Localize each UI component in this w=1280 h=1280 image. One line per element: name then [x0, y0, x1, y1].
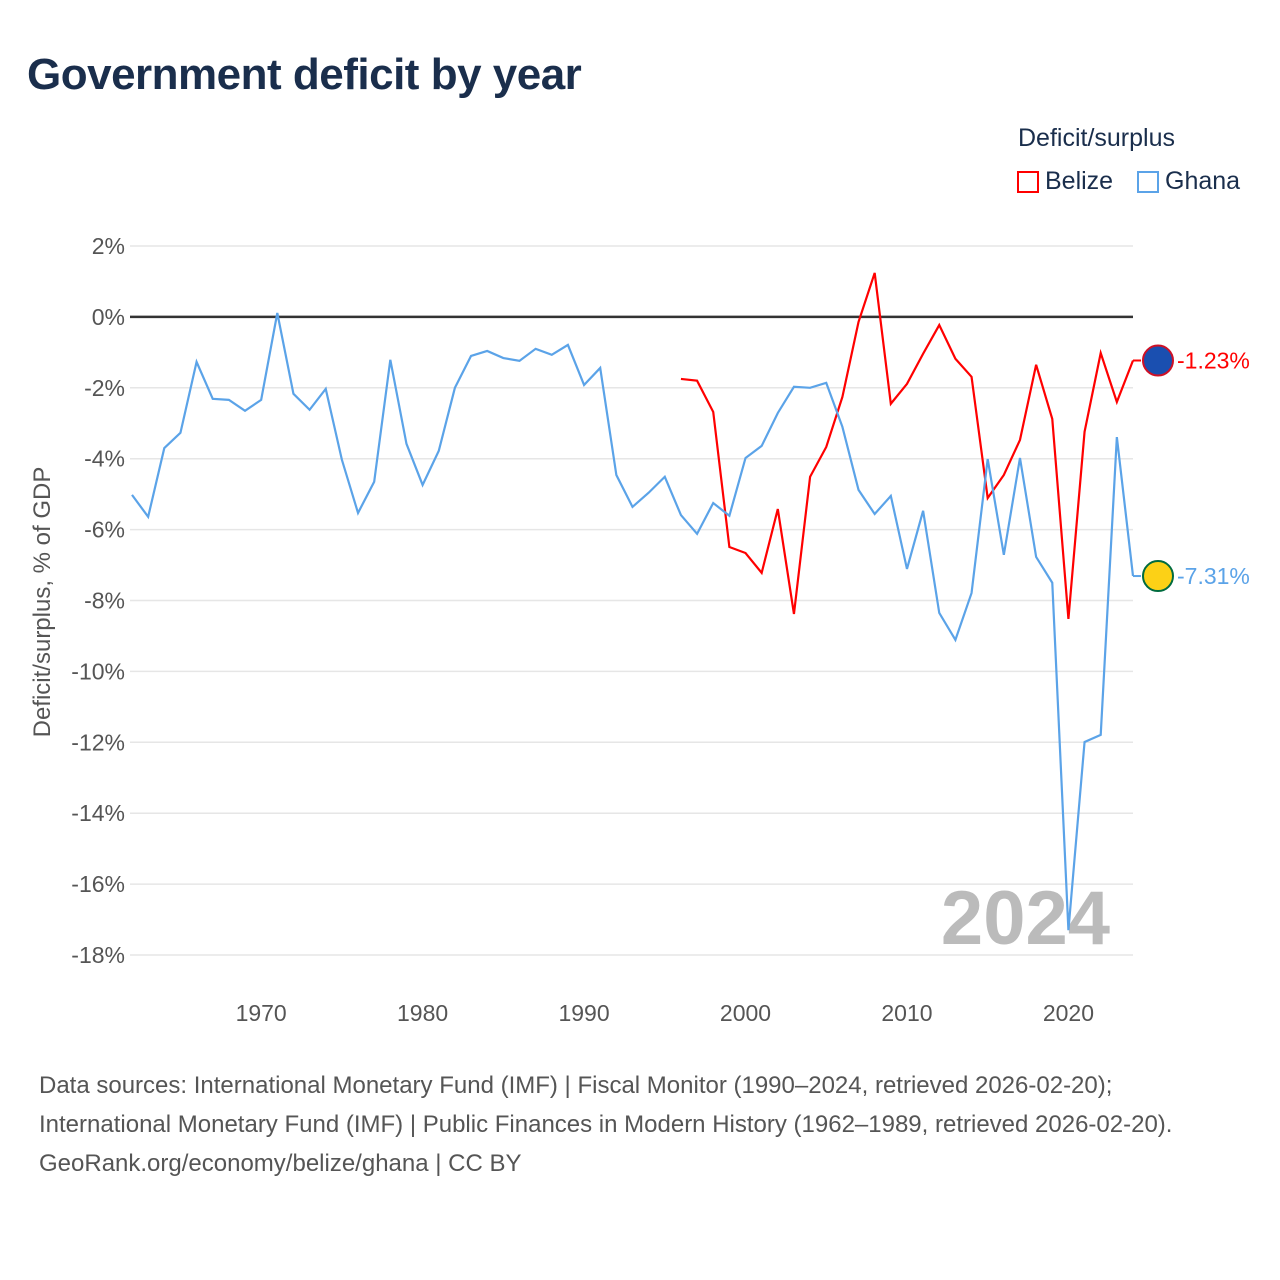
y-tick-label: 2%	[92, 233, 125, 259]
y-tick-label: -8%	[84, 588, 125, 614]
data-sources: Data sources: International Monetary Fun…	[39, 1072, 1173, 1138]
legend-item-ghana[interactable]: Ghana	[1137, 167, 1240, 196]
y-tick-label: -6%	[84, 517, 125, 543]
ghana-flag-icon	[1142, 560, 1174, 593]
line-chart: 2% 0% -2% -4% -6% -8% -10% -12% -14% -16% -18% 197…	[29, 233, 1250, 1026]
x-tick-label: 2020	[1043, 1000, 1094, 1026]
legend-label-belize: Belize	[1045, 167, 1114, 195]
y-tick-label: -2%	[84, 375, 125, 401]
y-tick-label: -14%	[71, 800, 125, 826]
x-tick-label: 2010	[881, 1000, 932, 1026]
chart-title: Government deficit by year	[27, 50, 582, 99]
legend-title: Deficit/surplus	[1018, 124, 1175, 152]
end-label-ghana: -7.31%	[1177, 563, 1250, 589]
legend-swatch-ghana	[1137, 170, 1159, 193]
y-tick-label: -18%	[71, 942, 125, 968]
x-tick-label: 1980	[397, 1000, 448, 1026]
footer: Data sources: International Monetary Fun…	[39, 1066, 1239, 1183]
year-watermark: 2024	[941, 876, 1110, 961]
x-tick-label: 1970	[236, 1000, 287, 1026]
legend-label-ghana: Ghana	[1165, 167, 1241, 195]
y-tick-label: -10%	[71, 658, 125, 684]
y-tick-label: -16%	[71, 871, 125, 897]
legend-swatch-belize	[1017, 170, 1039, 193]
y-axis-label: Deficit/surplus, % of GDP	[29, 467, 56, 738]
legend-item-belize[interactable]: Belize	[1017, 167, 1113, 196]
y-tick-label: -12%	[71, 729, 125, 755]
y-tick-label: 0%	[92, 304, 125, 330]
series-line-belize	[680, 272, 1135, 620]
x-tick-label: 1990	[558, 1000, 609, 1026]
end-label-belize: -1.23%	[1177, 348, 1250, 374]
x-tick-label: 2000	[720, 1000, 771, 1026]
belize-flag-icon	[1142, 344, 1174, 377]
series-line-ghana	[131, 312, 1135, 931]
y-tick-label: -4%	[84, 446, 125, 472]
credit-link[interactable]: GeoRank.org/economy/belize/ghana | CC BY	[39, 1150, 522, 1177]
